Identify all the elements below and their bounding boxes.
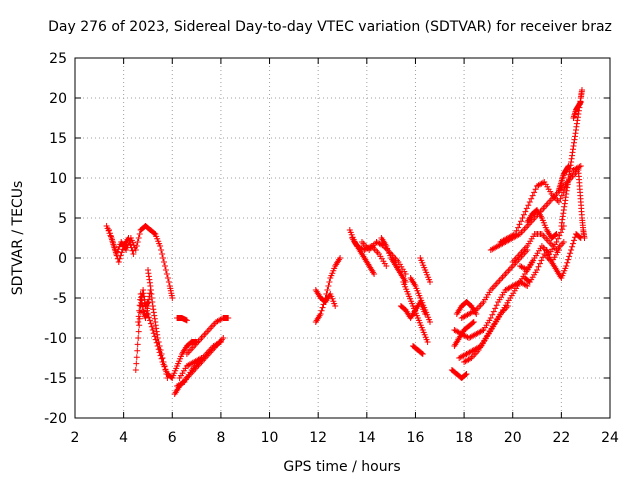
x-tick-label: 10 [261,430,279,446]
y-axis-ticks: -20 -15 -10 -5 0 5 10 15 20 25 [44,51,610,427]
y-tick-label: 15 [49,131,67,147]
plot-frame [74,57,611,419]
x-axis-ticks: 2 4 6 8 10 12 14 16 18 20 22 24 [71,58,619,446]
x-tick-label: 8 [216,430,225,446]
x-tick-label: 18 [455,430,473,446]
y-tick-label: 0 [58,251,67,267]
series-markers [103,87,588,397]
grid [75,58,610,418]
x-tick-label: 2 [71,430,80,446]
x-tick-label: 22 [552,430,570,446]
y-tick-label: -20 [44,411,67,427]
x-tick-label: 12 [309,430,327,446]
chart-title: Day 276 of 2023, Sidereal Day-to-day VTE… [48,19,612,35]
y-tick-label: 20 [49,91,67,107]
x-tick-label: 20 [504,430,522,446]
x-tick-label: 4 [119,430,128,446]
y-tick-label: -10 [44,331,67,347]
y-tick-label: -15 [44,371,67,387]
x-tick-label: 14 [358,430,376,446]
y-axis-label: SDTVAR / TECUs [10,181,26,296]
x-tick-label: 6 [168,430,177,446]
x-axis-label: GPS time / hours [283,459,400,475]
data-points [103,87,588,397]
y-tick-label: 5 [58,211,67,227]
y-tick-label: -5 [53,291,67,307]
x-tick-label: 24 [601,430,619,446]
y-tick-label: 25 [49,51,67,67]
y-tick-label: 10 [49,171,67,187]
x-tick-label: 16 [407,430,425,446]
